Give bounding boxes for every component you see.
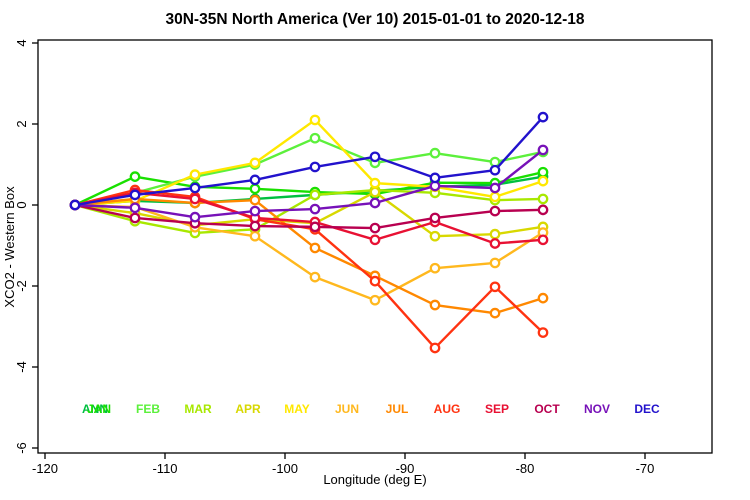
x-tick-label: -100 <box>272 461 298 476</box>
series-point-dec <box>249 174 261 186</box>
axes: -120 -110 -100 -90 -80 -70 -6 -4 -2 0 2 4 <box>14 39 713 476</box>
series-point-aug <box>489 281 501 293</box>
series-point-apr <box>429 230 441 242</box>
series-point-nov <box>537 144 549 156</box>
series-point-aug <box>537 327 549 338</box>
x-tick-label: -70 <box>636 461 655 476</box>
legend-item-may: MAY <box>284 402 310 416</box>
legend-item-apr: APR <box>235 402 261 416</box>
series-point-jun <box>429 262 441 274</box>
series-point-oct <box>369 222 381 234</box>
x-tick-label: -120 <box>32 461 58 476</box>
x-tick-label: -90 <box>396 461 415 476</box>
series-point-nov <box>369 197 381 209</box>
y-tick-label: -2 <box>14 280 29 292</box>
chart-title: 30N-35N North America (Ver 10) 2015-01-0… <box>166 11 585 28</box>
series-point-jul <box>489 307 501 319</box>
series-point-may <box>489 191 501 203</box>
y-tick-label: -4 <box>14 361 29 373</box>
x-axis-label: Longitude (deg E) <box>323 472 426 487</box>
series-point-dec <box>189 182 201 194</box>
series-point-dec <box>69 199 81 211</box>
y-tick-label: 4 <box>14 39 29 46</box>
series-point-aug <box>369 275 381 287</box>
series-point-jan <box>537 166 549 178</box>
series-point-oct <box>489 205 501 217</box>
series-point-jun <box>249 230 261 242</box>
legend-item-feb: FEB <box>136 402 160 416</box>
series-point-mar <box>537 193 549 205</box>
series-point-jul <box>537 292 549 304</box>
series-point-may <box>249 157 261 169</box>
series-point-feb <box>309 132 321 144</box>
legend-item-oct: OCT <box>534 402 560 416</box>
series-point-nov <box>489 182 501 194</box>
series-point-oct <box>249 220 261 232</box>
series-point-sep <box>189 193 201 205</box>
series-point-dec <box>309 161 321 173</box>
series-point-may <box>537 175 549 187</box>
legend-item-ann: ANN <box>82 402 108 416</box>
series-point-jan <box>129 171 141 182</box>
series-point-mar <box>309 189 321 201</box>
series-point-apr <box>369 186 381 198</box>
series-point-jan <box>249 183 261 195</box>
series-point-apr <box>489 228 501 240</box>
series-point-dec <box>369 151 381 163</box>
series-point-jul <box>249 194 261 206</box>
plot-box <box>37 39 713 454</box>
series-point-jun <box>489 257 501 269</box>
series-point-sep <box>489 238 501 249</box>
series-point-jun <box>369 294 381 306</box>
legend-item-aug: AUG <box>434 402 461 416</box>
series-point-may <box>189 169 201 180</box>
series-point-dec <box>429 172 441 184</box>
series-point-sep <box>369 234 381 246</box>
series-point-jun <box>309 271 321 283</box>
x-tick-label: -110 <box>152 461 177 476</box>
series-point-oct <box>429 212 441 224</box>
series-point-oct <box>129 212 141 224</box>
x-tick-label: -80 <box>516 461 535 476</box>
y-axis-label: XCO2 - Western Box <box>2 186 17 308</box>
legend-item-jan: JAN <box>87 402 111 416</box>
series-point-feb <box>429 147 441 159</box>
y-tick-label: 2 <box>14 120 29 127</box>
series-point-sep <box>537 234 549 246</box>
series-point-oct <box>309 221 321 233</box>
series-point-dec <box>489 164 501 176</box>
legend-item-dec: DEC <box>634 402 660 416</box>
y-tick-label: 0 <box>14 201 29 208</box>
series-point-jul <box>429 299 441 311</box>
series-point-nov <box>309 203 321 215</box>
series-point-jul <box>309 242 321 254</box>
legend-item-jul: JUL <box>386 402 409 416</box>
series-point-nov <box>189 211 201 223</box>
series-point-oct <box>537 204 549 216</box>
series-point-nov <box>129 202 141 214</box>
legend-item-sep: SEP <box>485 402 509 416</box>
series-point-may <box>309 114 321 126</box>
series-point-aug <box>429 342 441 354</box>
legend-item-nov: NOV <box>584 402 610 416</box>
legend-item-mar: MAR <box>184 402 212 416</box>
series-point-may <box>369 177 381 189</box>
series-point-dec <box>129 189 141 201</box>
data-series <box>69 111 549 354</box>
y-tick-label: -6 <box>14 442 29 454</box>
legend-item-jun: JUN <box>335 402 359 416</box>
series-point-nov <box>249 205 261 217</box>
series-point-dec <box>537 111 549 123</box>
